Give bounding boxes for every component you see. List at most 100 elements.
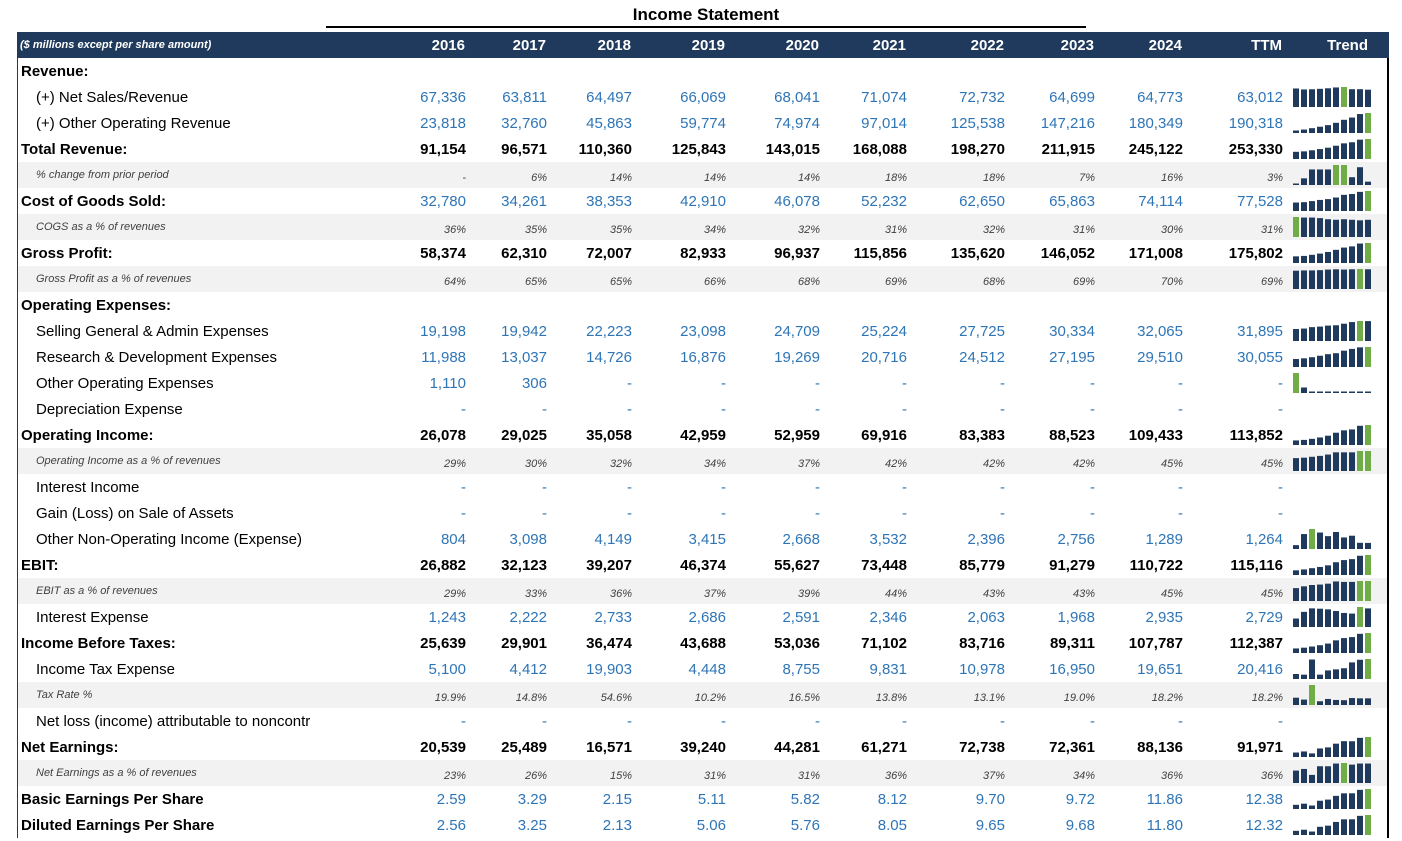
cell-value: 4,448 [688, 660, 726, 678]
cell-value: 34,261 [501, 192, 547, 210]
trend-bar [1349, 662, 1355, 679]
cell-value: 3% [1267, 172, 1283, 184]
trend-bar [1317, 701, 1323, 705]
trend-sparkline [1285, 190, 1372, 212]
cell-value: 32% [609, 458, 632, 470]
trend-bar [1357, 269, 1363, 289]
cell-value: - [815, 504, 820, 522]
cell-value: 69,916 [861, 426, 907, 444]
trend-bar [1341, 194, 1347, 211]
cell-value: 69% [1072, 276, 1095, 288]
trend-bar [1333, 669, 1339, 679]
cell-value: 96,937 [774, 244, 820, 262]
row-label: Gain (Loss) on Sale of Assets [36, 504, 234, 522]
trend-bar [1349, 246, 1355, 263]
cell-value: - [542, 712, 547, 730]
trend-bar [1341, 323, 1347, 341]
trend-bar [1325, 325, 1331, 341]
trend-bar [1357, 737, 1363, 757]
table-row: Selling General & Admin Expenses 19,198 19… [18, 318, 1387, 344]
cell-value: 125,538 [950, 114, 1005, 132]
cell-value: 198,270 [950, 140, 1005, 158]
trend-bar [1357, 555, 1363, 575]
trend-sparkline [1285, 242, 1372, 264]
trend-bar [1317, 645, 1323, 653]
cell-value: 69% [1260, 276, 1283, 288]
cell-value: - [1278, 712, 1283, 730]
cell-value: 72,732 [959, 88, 1005, 106]
cell-value: 63,811 [502, 88, 547, 106]
trend-sparkline [1285, 86, 1372, 108]
cell-value: - [1000, 374, 1005, 392]
cell-value: - [1090, 400, 1095, 418]
trend-bar [1293, 830, 1299, 835]
trend-bar [1325, 670, 1331, 679]
cell-value: 5.82 [790, 790, 820, 808]
cell-value: 36,474 [586, 634, 632, 652]
trend-bar [1333, 353, 1339, 367]
trend-bar [1309, 201, 1315, 211]
trend-bar [1357, 633, 1363, 653]
income-statement-table: ($ millions except per share amount) 201… [17, 32, 1389, 838]
cell-value: 44% [884, 588, 907, 600]
trend-bar [1365, 425, 1371, 445]
trend-sparkline [1285, 762, 1372, 784]
trend-bar [1365, 789, 1371, 809]
row-label: Revenue: [21, 62, 89, 80]
trend-bar [1325, 698, 1331, 705]
trend-bar [1317, 437, 1323, 445]
trend-bar [1365, 555, 1371, 575]
trend-bar [1357, 220, 1363, 237]
cell-value: 66% [703, 276, 726, 288]
cell-value: 2,756 [1057, 530, 1095, 548]
trend-bar [1325, 609, 1331, 627]
cell-value: 65% [609, 276, 632, 288]
cell-value: 42,910 [680, 192, 726, 210]
cell-value: 34% [1072, 770, 1095, 782]
trend-bar [1309, 646, 1315, 653]
cell-value: 9.68 [1065, 816, 1095, 834]
cell-value: 20,716 [861, 348, 907, 366]
cell-value: 8.05 [877, 816, 907, 834]
trend-bar [1333, 743, 1339, 757]
cell-value: 146,052 [1040, 244, 1095, 262]
trend-bar [1357, 581, 1363, 601]
cell-value: 31% [884, 224, 907, 236]
trend-bar [1309, 831, 1315, 835]
trend-bar [1325, 269, 1331, 289]
trend-bar [1293, 618, 1299, 627]
cell-value: - [815, 400, 820, 418]
trend-bar [1349, 219, 1355, 237]
cell-value: - [1178, 478, 1183, 496]
trend-bar [1293, 752, 1299, 757]
table-row: EBIT as a % of revenues 29% 33% 36% 37% 39% 44… [18, 578, 1387, 604]
year-header: 2020 [785, 36, 819, 54]
trend-bar [1357, 347, 1363, 367]
trend-bar [1325, 88, 1331, 107]
trend-bar [1309, 774, 1315, 783]
trend-bar [1333, 531, 1339, 549]
cell-value: 65% [524, 276, 547, 288]
trend-sparkline [1285, 294, 1372, 316]
trend-bar [1317, 149, 1323, 159]
cell-value: 13.1% [973, 692, 1005, 704]
cell-value: 27,725 [959, 322, 1005, 340]
trend-bar [1349, 637, 1355, 653]
trend-bar [1301, 270, 1307, 289]
trend-bar [1365, 219, 1371, 237]
cell-value: 85,779 [959, 556, 1005, 574]
trend-bar [1333, 763, 1339, 783]
cell-value: 89,311 [1049, 634, 1095, 652]
cell-value: - [902, 374, 907, 392]
trend-bar [1293, 648, 1299, 653]
cell-value: 2,686 [688, 608, 726, 626]
trend-bar [1309, 391, 1315, 393]
trend-bar [1349, 581, 1355, 601]
cell-value: 67,336 [420, 88, 466, 106]
cell-value: 18.2% [1251, 692, 1283, 704]
cell-value: 6% [531, 172, 547, 184]
trend-bar [1365, 763, 1371, 783]
trend-bar [1365, 451, 1371, 471]
cell-value: 11.80 [1146, 816, 1183, 834]
cell-value: 35% [609, 224, 632, 236]
